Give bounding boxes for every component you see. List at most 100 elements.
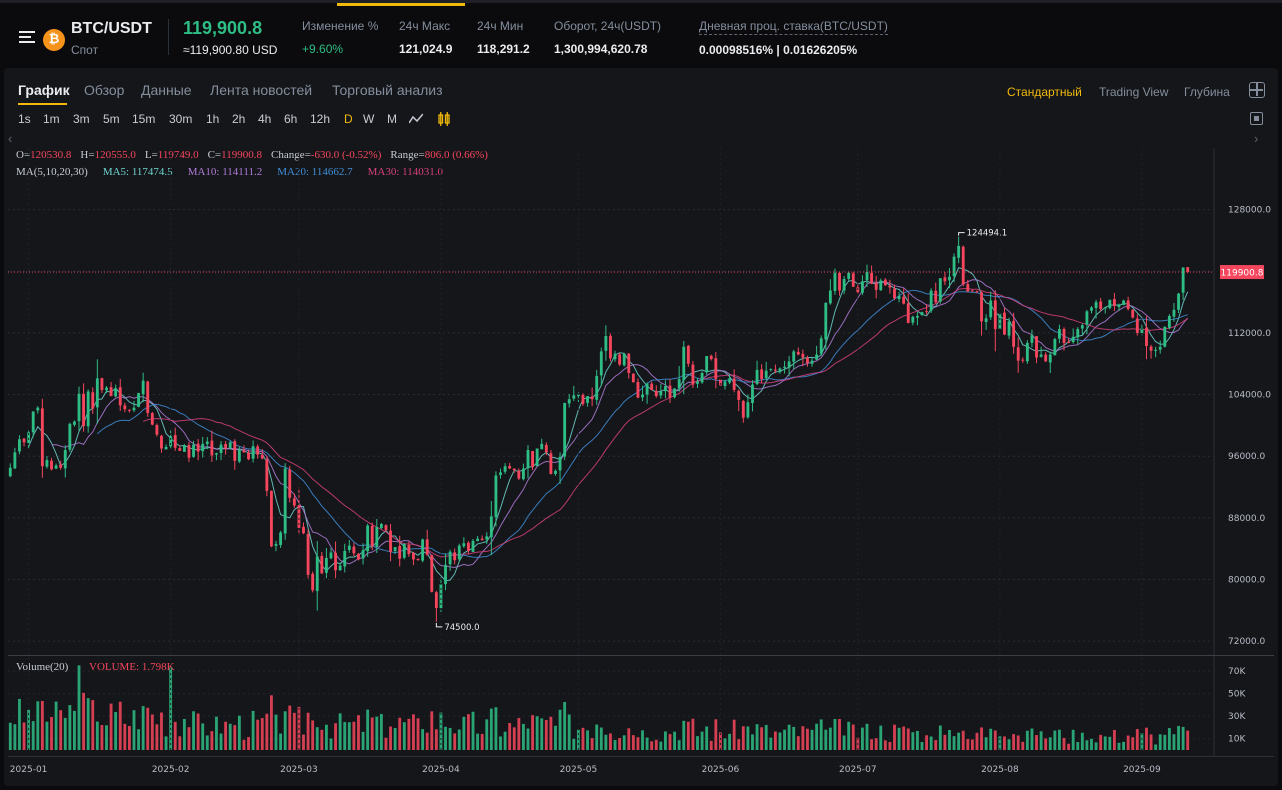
line-chart-icon[interactable] — [409, 113, 423, 125]
volume-bar — [586, 730, 589, 750]
candle-body — [274, 544, 278, 546]
candle-body — [155, 425, 159, 435]
layout-grid-icon[interactable] — [1249, 82, 1265, 98]
candle-body — [201, 443, 205, 452]
interval-3m[interactable]: 3m — [73, 112, 90, 126]
view-standard[interactable]: Стандартный — [1007, 85, 1082, 99]
candle-body — [567, 399, 571, 404]
ohlc-value: 806.0 (0.66%) — [425, 149, 489, 161]
volume-bar — [100, 725, 104, 750]
candle-body — [691, 364, 695, 385]
candle-body — [764, 370, 768, 379]
volume-bar — [572, 738, 576, 750]
candle-body — [1149, 346, 1153, 351]
interval-w[interactable]: W — [363, 112, 375, 126]
interval-4h[interactable]: 4h — [258, 112, 272, 126]
interval-5m[interactable]: 5m — [103, 112, 120, 126]
candle-body — [1044, 354, 1048, 362]
interval-12h[interactable]: 12h — [310, 112, 331, 126]
candle-body — [31, 411, 35, 433]
interval-d[interactable]: D — [344, 112, 353, 126]
volume-bar — [205, 735, 209, 750]
candle-body — [338, 565, 342, 571]
volume-bar — [645, 737, 649, 750]
candle-body — [288, 469, 292, 498]
fullscreen-icon[interactable] — [1250, 112, 1263, 125]
candle-body — [45, 460, 49, 467]
pair-name[interactable]: BTC/USDT — [71, 20, 152, 37]
volume-bar — [416, 718, 420, 750]
scroll-left-icon[interactable]: ‹ — [8, 131, 13, 146]
tab-news[interactable]: Лента новостей — [210, 82, 313, 98]
tab-chart[interactable]: График — [18, 82, 70, 98]
candle-body — [1122, 300, 1125, 305]
volume-bar — [1181, 726, 1185, 750]
candle-body — [68, 423, 72, 450]
volume-bar — [631, 735, 635, 750]
interval-15m[interactable]: 15m — [132, 112, 156, 126]
interval-6h[interactable]: 6h — [284, 112, 298, 126]
volume-bar — [1085, 740, 1089, 750]
volume-bar — [402, 722, 406, 750]
candle-settings-icon[interactable] — [438, 112, 450, 126]
candle-body — [526, 450, 530, 469]
interval-m[interactable]: M — [387, 112, 397, 126]
volume-bar — [59, 710, 63, 750]
candle-body — [361, 550, 365, 559]
ohlc-key: O= — [16, 149, 30, 161]
tab-overview[interactable]: Обзор — [84, 82, 125, 98]
stat-funding-rate[interactable]: Дневная проц. ставка(BTC/USDT) 0.0009851… — [699, 19, 888, 57]
stat-value: 0.00098516% | 0.01626205% — [699, 43, 858, 57]
ma-legend-value: MA5: 117474.5 — [103, 166, 173, 178]
candle-body — [100, 378, 104, 390]
ma-legend-value: MA30: 114031.0 — [368, 166, 444, 178]
ohlc-value: 120555.0 — [95, 149, 137, 161]
candle-body — [1117, 304, 1121, 307]
candle-body — [677, 379, 681, 389]
candle-body — [865, 272, 869, 281]
volume-bar — [315, 727, 319, 750]
volume-bar — [627, 728, 631, 750]
candle-body — [1099, 301, 1103, 310]
volume-bar — [210, 731, 214, 750]
candle-body — [631, 373, 635, 383]
menu-icon[interactable] — [19, 31, 35, 45]
candle-body — [366, 525, 370, 552]
candle-body — [668, 385, 672, 398]
candle-body — [540, 443, 544, 450]
scroll-right-icon[interactable]: › — [1254, 131, 1259, 146]
time-tick-label: 2025-07 — [839, 765, 877, 775]
volume-bar — [686, 721, 690, 750]
volume-bar — [347, 722, 351, 750]
candle-body — [302, 526, 305, 534]
ohlc-value: 119749.0 — [158, 149, 199, 161]
interval-1s[interactable]: 1s — [18, 112, 31, 126]
volume-bar — [861, 727, 864, 750]
volume-bar — [1126, 735, 1130, 750]
volume-legend-label: Volume(20) — [16, 661, 69, 673]
volume-bar — [590, 738, 594, 750]
volume-bar — [453, 733, 457, 750]
candle-body — [237, 449, 241, 462]
view-tradingview[interactable]: Trading View — [1099, 85, 1169, 99]
candle-body — [847, 272, 851, 279]
candle-body — [105, 387, 108, 391]
interval-2h[interactable]: 2h — [232, 112, 246, 126]
tab-data[interactable]: Данные — [141, 82, 192, 98]
view-depth[interactable]: Глубина — [1184, 85, 1230, 99]
chart-panel — [0, 64, 1282, 790]
candle-body — [975, 291, 979, 293]
candle-body — [806, 357, 809, 363]
candle-body — [535, 448, 539, 467]
candle-body — [604, 336, 608, 351]
candle-body — [1058, 329, 1061, 339]
interval-30m[interactable]: 30m — [169, 112, 193, 126]
tab-trading-analysis[interactable]: Торговый анализ — [332, 82, 443, 98]
candle-body — [741, 400, 745, 418]
interval-1h[interactable]: 1h — [206, 112, 220, 126]
volume-bar — [819, 719, 823, 750]
candle-body — [242, 450, 246, 453]
candle-body — [292, 498, 296, 506]
interval-1m[interactable]: 1m — [43, 112, 60, 126]
